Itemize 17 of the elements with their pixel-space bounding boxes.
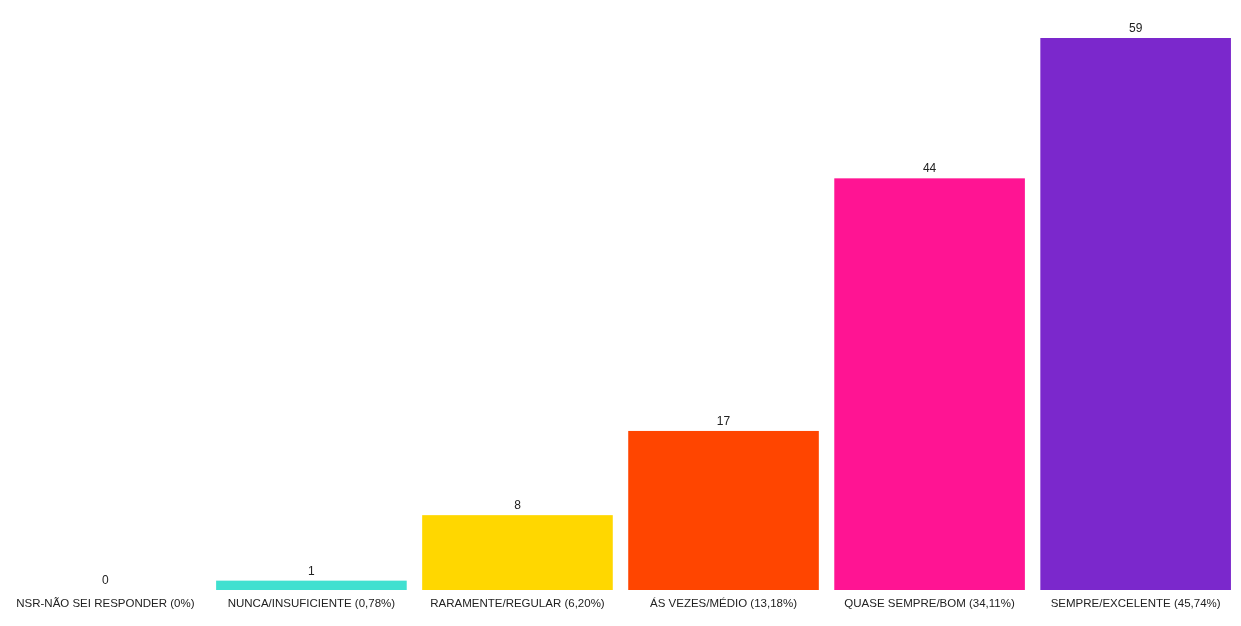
x-tick-label: QUASE SEMPRE/BOM (34,11%) (844, 597, 1015, 609)
x-tick-label: SEMPRE/EXCELENTE (45,74%) (1050, 597, 1221, 609)
data-label: 59 (1128, 21, 1143, 35)
x-tick-label: ÁS VEZES/MÉDIO (13,18%) (650, 597, 798, 609)
x-tick-label: RARAMENTE/REGULAR (6,20%) (430, 597, 605, 609)
bar (628, 430, 819, 590)
data-label: 17 (716, 413, 731, 428)
x-tick-label: NSR-NÃO SEI RESPONDER (0%) (16, 597, 195, 609)
bar (422, 515, 613, 590)
x-tick-label: NUNCA/INSUFICIENTE (0,78%) (227, 597, 396, 609)
data-label: 0 (102, 573, 110, 587)
bar (1040, 38, 1231, 590)
data-label: 8 (514, 498, 522, 513)
data-label: 44 (922, 161, 937, 176)
data-label: 1 (308, 563, 316, 578)
bar (216, 580, 407, 590)
bar (834, 178, 1025, 590)
